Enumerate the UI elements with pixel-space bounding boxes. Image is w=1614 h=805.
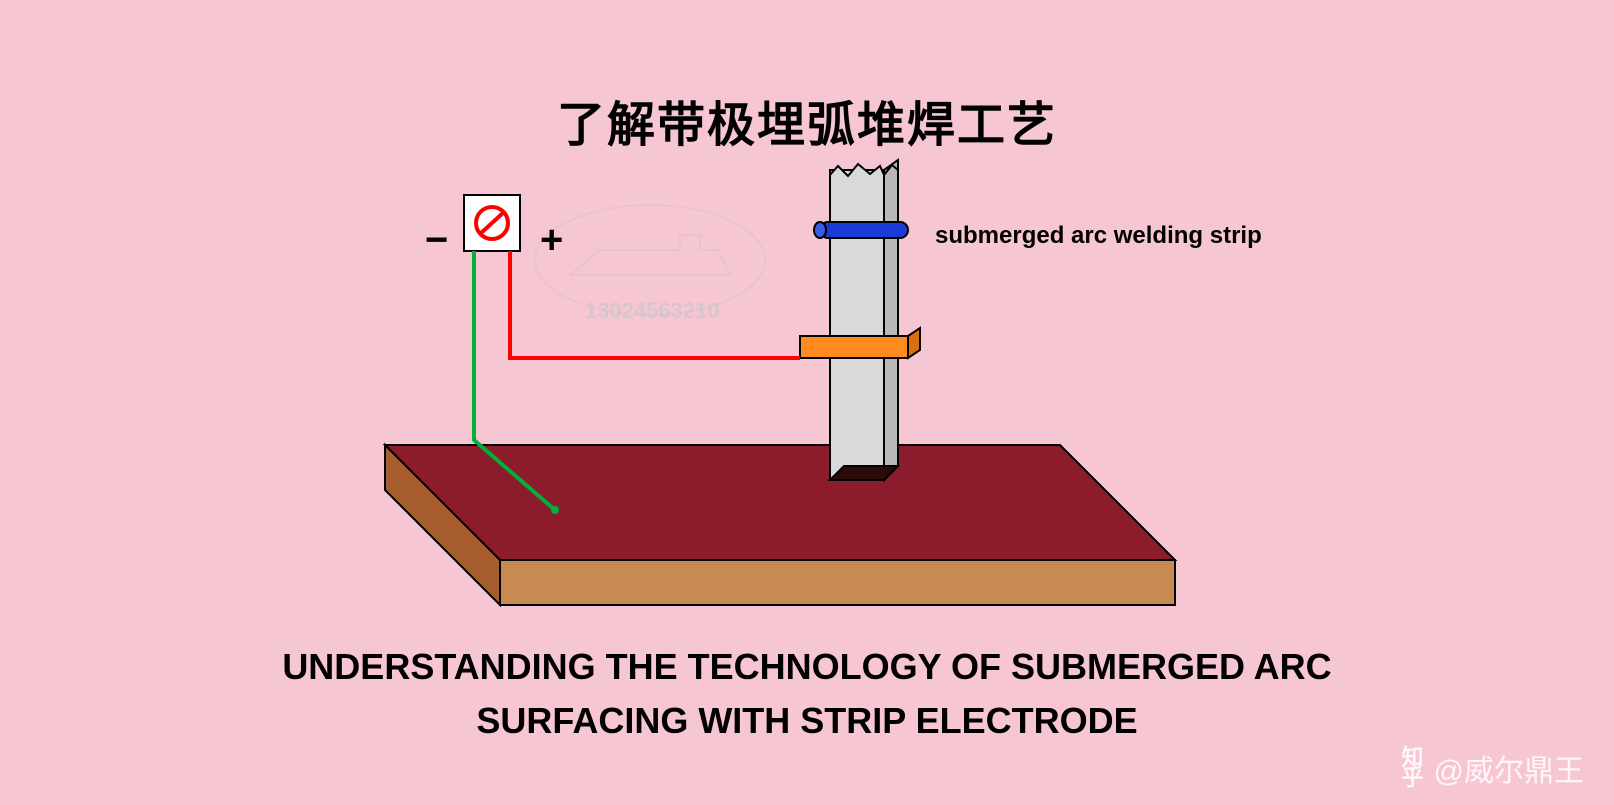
title-chinese: 了解带极埋弧堆焊工艺 bbox=[557, 85, 1057, 155]
watermark-author: @威尔鼎王 bbox=[1434, 746, 1584, 790]
strip-torn-top bbox=[830, 164, 884, 176]
watermark-attribution: 知乎 @威尔鼎王 bbox=[1402, 746, 1584, 790]
clamp-side bbox=[908, 328, 920, 358]
plate-top-face bbox=[385, 445, 1175, 560]
terminal-plus-label: + bbox=[540, 218, 563, 263]
strip-front-face bbox=[830, 170, 884, 480]
base-plate bbox=[385, 445, 1175, 605]
strip-electrode bbox=[830, 160, 898, 480]
strip-side-face bbox=[884, 160, 898, 480]
terminal-minus-label: − bbox=[425, 218, 448, 263]
top-clamp bbox=[814, 222, 908, 238]
subtitle-english: UNDERSTANDING THE TECHNOLOGY OF SUBMERGE… bbox=[257, 640, 1357, 748]
power-supply-box bbox=[464, 195, 520, 251]
watermark-number: 13024563210 bbox=[585, 298, 720, 324]
strip-label: submerged arc welding strip bbox=[935, 222, 1262, 250]
plate-front-face bbox=[500, 560, 1175, 605]
zhihu-logo-icon: 知乎 bbox=[1402, 748, 1424, 788]
clamp-front bbox=[800, 336, 908, 358]
